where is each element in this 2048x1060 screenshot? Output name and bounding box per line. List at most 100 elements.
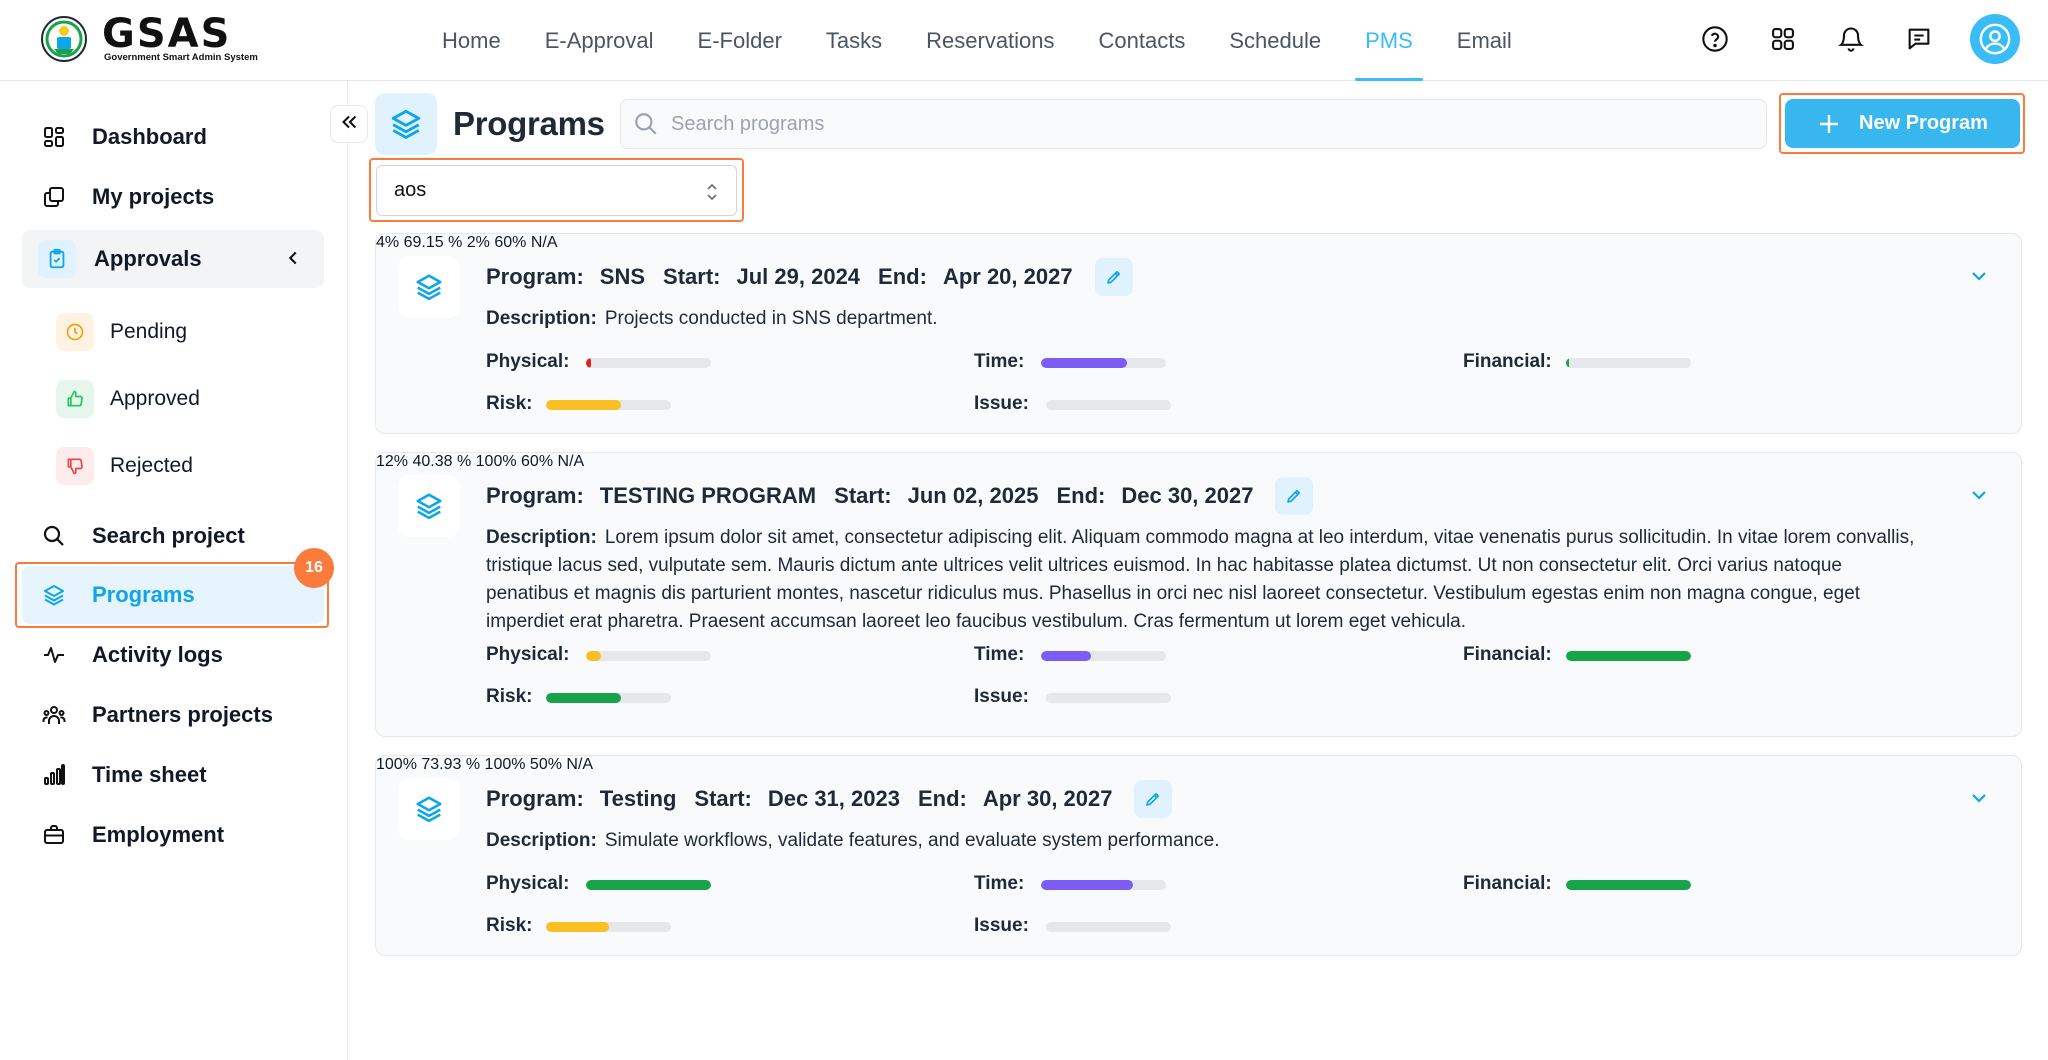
program-search xyxy=(620,99,1767,149)
metric-time-value: 69.15 % xyxy=(403,234,463,251)
chevron-down-icon[interactable] xyxy=(1967,786,1991,810)
metric-risk-value: 50% xyxy=(529,756,562,773)
nav-item-schedule[interactable]: Schedule xyxy=(1229,27,1322,53)
sidebar-item-programs[interactable]: Programs xyxy=(22,566,324,624)
description-label: Description: xyxy=(486,830,597,851)
top-icons xyxy=(1698,14,2020,64)
notification-bell-icon[interactable] xyxy=(1834,22,1868,56)
metric-financial-value: 2% xyxy=(466,234,490,251)
program-card[interactable]: Program: TESTING PROGRAM Start: Jun 02, … xyxy=(375,452,2022,737)
programs-page-icon xyxy=(375,93,437,155)
program-filter-select[interactable]: aos xyxy=(376,165,737,216)
apps-grid-icon[interactable] xyxy=(1766,22,1800,56)
national-seal-icon xyxy=(41,16,87,62)
layers-icon xyxy=(391,109,421,139)
metric-risk-label: Risk: xyxy=(486,686,533,707)
sidebar-item-label: Activity logs xyxy=(92,642,223,667)
sidebar-item-label: Programs xyxy=(92,582,195,607)
end-date: Dec 30, 2027 xyxy=(1121,483,1254,508)
sidebar-item-rejected[interactable]: Rejected xyxy=(56,441,316,491)
search-input[interactable] xyxy=(671,112,1731,136)
chevron-down-icon[interactable] xyxy=(1967,483,1991,507)
sidebar-item-label: Pending xyxy=(110,320,188,343)
metric-time: Time: xyxy=(974,642,1024,668)
end-date: Apr 20, 2027 xyxy=(942,264,1073,289)
metric-time-label: Time: xyxy=(974,873,1025,894)
chevron-up-down-icon xyxy=(704,182,720,208)
metric-risk: Risk: xyxy=(486,684,532,710)
top-navbar: GSAS Government Smart Admin System Home E… xyxy=(0,0,2048,81)
risk-progress-fill xyxy=(546,400,621,410)
programs-count-badge: 16 xyxy=(294,548,334,588)
messages-icon[interactable] xyxy=(1902,22,1936,56)
physical-progress-fill xyxy=(586,651,601,661)
sidebar-item-label: Dashboard xyxy=(92,124,207,149)
metric-issue-label: Issue: xyxy=(974,686,1029,707)
issue-progress-bar xyxy=(1046,400,1171,410)
start-date: Jul 29, 2024 xyxy=(736,264,861,289)
metric-risk-label: Risk: xyxy=(486,393,533,414)
activity-pulse-icon xyxy=(40,641,68,669)
metric-issue-value: N/A xyxy=(530,234,558,251)
nav-item-e-folder[interactable]: E-Folder xyxy=(697,27,782,53)
financial-progress-bar xyxy=(1566,358,1691,368)
user-avatar[interactable] xyxy=(1970,14,2020,64)
edit-program-button[interactable] xyxy=(1275,477,1314,515)
gsas-logo[interactable]: GSAS Government Smart Admin System xyxy=(40,14,262,64)
edit-program-button[interactable] xyxy=(1134,780,1173,818)
metric-physical-label: Physical: xyxy=(486,873,570,894)
metric-time-label: Time: xyxy=(974,351,1025,372)
nav-item-contacts[interactable]: Contacts xyxy=(1098,27,1186,53)
sidebar-item-pending[interactable]: Pending xyxy=(56,307,316,357)
sidebar-item-my-projects[interactable]: My projects xyxy=(22,168,324,226)
plus-icon xyxy=(1817,112,1841,136)
nav-item-pms[interactable]: PMS xyxy=(1343,0,1435,81)
program-header: Program: TESTING PROGRAM Start: Jun 02, … xyxy=(486,477,1314,515)
program-label: Program: xyxy=(486,786,584,811)
layers-icon xyxy=(398,475,460,537)
sidebar-item-time-sheet[interactable]: Time sheet xyxy=(22,746,324,804)
nav-item-reservations[interactable]: Reservations xyxy=(926,27,1055,53)
metric-issue-label: Issue: xyxy=(974,915,1029,936)
thumbs-down-icon xyxy=(56,447,94,485)
start-date: Dec 31, 2023 xyxy=(767,786,900,811)
help-icon[interactable] xyxy=(1698,22,1732,56)
sidebar-item-approved[interactable]: Approved xyxy=(56,374,316,424)
sidebar-item-label: Employment xyxy=(92,822,225,847)
metric-issue: Issue: xyxy=(974,391,1029,417)
sidebar-item-label: Approved xyxy=(110,387,200,410)
sidebar-item-search-project[interactable]: Search project xyxy=(22,507,324,565)
chevron-down-icon[interactable] xyxy=(1967,264,1991,288)
sidebar-item-activity-logs[interactable]: Activity logs xyxy=(22,626,324,684)
program-card[interactable]: Program: Testing Start: Dec 31, 2023 End… xyxy=(375,755,2022,956)
financial-progress-bar xyxy=(1566,651,1691,661)
nav-item-tasks[interactable]: Tasks xyxy=(825,27,883,53)
metric-risk: Risk: xyxy=(486,391,532,417)
physical-progress-bar xyxy=(586,880,711,890)
sidebar-item-employment[interactable]: Employment xyxy=(22,806,324,864)
sidebar-item-label: My projects xyxy=(92,184,215,209)
sidebar-item-partners-projects[interactable]: Partners projects xyxy=(22,686,324,744)
collapse-sidebar-button[interactable] xyxy=(330,105,368,143)
metric-physical-value: 12% xyxy=(376,453,409,470)
start-label: Start: xyxy=(834,483,892,508)
logo-wordmark: GSAS xyxy=(102,11,232,57)
program-label: Program: xyxy=(486,483,584,508)
nav-item-e-approval[interactable]: E-Approval xyxy=(544,27,654,53)
program-header: Program: SNS Start: Jul 29, 2024 End: Ap… xyxy=(486,258,1133,296)
metric-time: Time: xyxy=(974,871,1024,897)
nav-item-home[interactable]: Home xyxy=(442,27,501,53)
program-card[interactable]: Program: SNS Start: Jul 29, 2024 End: Ap… xyxy=(375,233,2022,434)
physical-progress-fill xyxy=(586,358,591,368)
metric-financial-label: Financial: xyxy=(1463,351,1552,372)
sidebar-item-approvals[interactable]: Approvals xyxy=(22,230,324,288)
program-description: Description: Simulate workflows, validate… xyxy=(486,827,1926,855)
logo-subtitle: Government Smart Admin System xyxy=(104,52,258,63)
new-program-button[interactable]: New Program xyxy=(1785,99,2020,148)
sidebar-item-dashboard[interactable]: Dashboard xyxy=(22,108,324,166)
nav-item-email[interactable]: Email xyxy=(1456,27,1512,53)
edit-program-button[interactable] xyxy=(1094,258,1133,296)
metric-financial: Financial: xyxy=(1463,871,1552,897)
metric-physical: Physical: xyxy=(486,642,569,668)
metric-physical-value: 100% xyxy=(376,756,417,773)
